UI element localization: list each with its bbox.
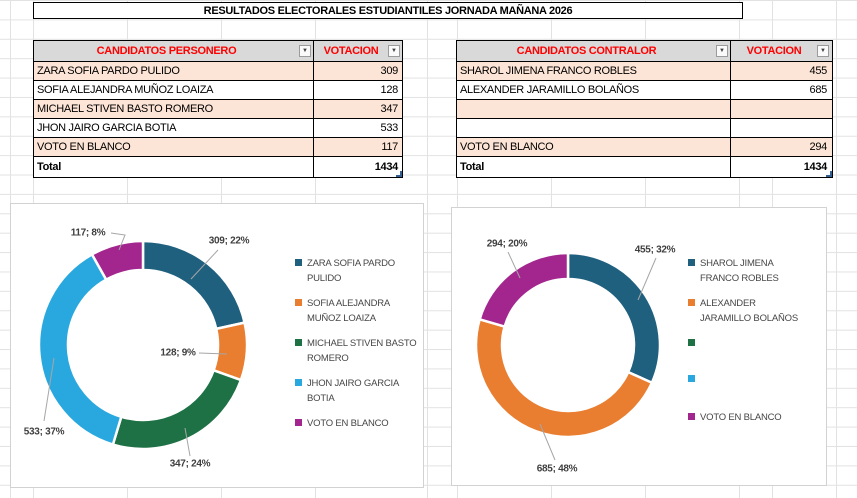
legend-label: SHAROL JIMENA FRANCO ROBLES <box>700 258 779 284</box>
legend-item: SHAROL JIMENA FRANCO ROBLES <box>688 256 802 286</box>
filter-dropdown-icon[interactable]: ▼ <box>299 45 311 57</box>
data-label: 128; 9% <box>160 347 196 359</box>
votes-cell[interactable]: 128 <box>380 84 399 96</box>
table-row: VOTO EN BLANCO 117 <box>34 138 402 157</box>
chart-contralor-box[interactable]: 455; 32% 685; 48% 294; 20% SHAROL JIMENA… <box>451 207 827 486</box>
legend-swatch <box>295 379 302 386</box>
candidate-name-cell[interactable] <box>457 119 731 137</box>
legend-label <box>700 372 802 382</box>
legend-label: MICHAEL STIVEN BASTO ROMERO <box>307 338 417 364</box>
legend-item: SOFIA ALEJANDRA MUÑOZ LOAIZA <box>295 296 419 326</box>
legend-item: VOTO EN BLANCO <box>295 416 419 431</box>
votes-header-cell[interactable]: VOTACION ▼ <box>731 41 831 61</box>
votes-cell[interactable] <box>731 100 831 118</box>
candidate-name-cell[interactable]: ALEXANDER JARAMILLO BOLAÑOS <box>457 81 731 99</box>
table-row: VOTO EN BLANCO 294 <box>457 138 832 157</box>
table-row <box>457 119 832 138</box>
total-label-cell[interactable]: Total <box>34 157 314 177</box>
legend-swatch <box>295 299 302 306</box>
legend-label: SOFIA ALEJANDRA MUÑOZ LOAIZA <box>307 298 390 324</box>
filter-dropdown-icon[interactable]: ▼ <box>716 45 728 57</box>
votes-cell[interactable]: 455 <box>809 65 828 77</box>
filter-dropdown-icon[interactable]: ▼ <box>388 45 400 57</box>
legend-item <box>688 336 802 346</box>
candidate-name-cell[interactable]: SOFIA ALEJANDRA MUÑOZ LOAIZA <box>34 81 314 99</box>
legend-swatch <box>688 259 695 266</box>
personero-donut-chart <box>37 232 249 457</box>
candidate-name-cell[interactable]: JHON JAIRO GARCIA BOTIA <box>34 119 314 137</box>
legend-item: ALEXANDER JARAMILLO BOLAÑOS <box>688 296 802 326</box>
legend-swatch <box>688 339 695 346</box>
votes-header-cell[interactable]: VOTACION ▼ <box>314 41 402 61</box>
table-row: ZARA SOFIA PARDO PULIDO 309 <box>34 62 402 81</box>
candidate-name-cell[interactable]: MICHAEL STIVEN BASTO ROMERO <box>34 100 314 118</box>
legend-swatch <box>295 339 302 346</box>
data-label: 294; 20% <box>486 238 528 250</box>
contralor-donut-chart <box>474 251 662 461</box>
table-row: JHON JAIRO GARCIA BOTIA 533 <box>34 119 402 138</box>
table-resize-handle[interactable] <box>396 171 402 177</box>
candidate-name-cell[interactable]: VOTO EN BLANCO <box>34 138 314 156</box>
data-label: 117; 8% <box>70 227 106 239</box>
legend-label <box>700 336 802 346</box>
legend-label: ALEXANDER JARAMILLO BOLAÑOS <box>700 298 798 324</box>
data-label: 685; 48% <box>536 463 578 475</box>
candidates-header-cell[interactable]: CANDIDATOS PERSONERO ▼ <box>34 41 314 61</box>
total-row: Total 1434 <box>457 157 832 177</box>
candidates-header-label: CANDIDATOS PERSONERO <box>96 45 237 57</box>
candidates-header-label: CANDIDATOS CONTRALOR <box>516 45 657 57</box>
votes-cell[interactable]: 347 <box>380 103 399 115</box>
legend-swatch <box>295 259 302 266</box>
table-contralor: CANDIDATOS CONTRALOR ▼ VOTACION ▼ SHAROL… <box>456 40 833 178</box>
legend-swatch <box>295 419 302 426</box>
table-row: MICHAEL STIVEN BASTO ROMERO 347 <box>34 100 402 119</box>
legend-label: VOTO EN BLANCO <box>700 412 782 423</box>
votes-cell[interactable]: 309 <box>380 65 399 77</box>
total-label-cell[interactable]: Total <box>457 157 731 177</box>
votes-header-label: VOTACION <box>323 45 379 57</box>
legend-item: MICHAEL STIVEN BASTO ROMERO <box>295 336 419 366</box>
legend-swatch <box>688 299 695 306</box>
title-cell[interactable]: RESULTADOS ELECTORALES ESTUDIANTILES JOR… <box>33 2 743 19</box>
candidate-name-cell[interactable]: VOTO EN BLANCO <box>457 138 731 156</box>
candidate-name-cell[interactable]: SHAROL JIMENA FRANCO ROBLES <box>457 62 731 80</box>
data-label: 347; 24% <box>169 458 211 470</box>
table-personero: CANDIDATOS PERSONERO ▼ VOTACION ▼ ZARA S… <box>33 40 403 178</box>
candidate-name-cell[interactable] <box>457 100 731 118</box>
votes-cell[interactable]: 685 <box>809 84 828 96</box>
legend-item: ZARA SOFIA PARDO PULIDO <box>295 256 419 286</box>
legend-swatch <box>688 375 695 382</box>
total-value-cell[interactable]: 1434 <box>374 161 399 173</box>
votes-cell[interactable]: 533 <box>380 122 399 134</box>
legend-swatch <box>688 413 695 420</box>
page-title: RESULTADOS ELECTORALES ESTUDIANTILES JOR… <box>203 4 573 17</box>
table-row: SHAROL JIMENA FRANCO ROBLES 455 <box>457 62 832 81</box>
candidates-header-cell[interactable]: CANDIDATOS CONTRALOR ▼ <box>457 41 731 61</box>
table-row: ALEXANDER JARAMILLO BOLAÑOS 685 <box>457 81 832 100</box>
total-row: Total 1434 <box>34 157 402 177</box>
table-row: SOFIA ALEJANDRA MUÑOZ LOAIZA 128 <box>34 81 402 100</box>
votes-header-label: VOTACION <box>746 45 802 57</box>
total-value-cell[interactable]: 1434 <box>803 161 828 173</box>
data-label: 455; 32% <box>634 244 676 256</box>
data-label: 533; 37% <box>23 426 65 438</box>
table-contralor-header-row: CANDIDATOS CONTRALOR ▼ VOTACION ▼ <box>457 41 832 62</box>
legend-label: VOTO EN BLANCO <box>307 418 389 429</box>
data-label: 309; 22% <box>208 235 250 247</box>
legend-item: JHON JAIRO GARCIA BOTIA <box>295 376 419 406</box>
candidate-name-cell[interactable]: ZARA SOFIA PARDO PULIDO <box>34 62 314 80</box>
table-resize-handle[interactable] <box>826 171 832 177</box>
legend-label: JHON JAIRO GARCIA BOTIA <box>307 378 399 404</box>
chart-personero-box[interactable]: 309; 22% 128; 9% 347; 24% 533; 37% 117; … <box>10 203 424 488</box>
table-personero-header-row: CANDIDATOS PERSONERO ▼ VOTACION ▼ <box>34 41 402 62</box>
table-row <box>457 100 832 119</box>
legend-item <box>688 372 802 382</box>
votes-cell[interactable]: 117 <box>381 141 398 153</box>
votes-cell[interactable] <box>731 119 831 137</box>
legend-item: VOTO EN BLANCO <box>688 410 802 425</box>
legend-label: ZARA SOFIA PARDO PULIDO <box>307 258 395 284</box>
filter-dropdown-icon[interactable]: ▼ <box>817 45 829 57</box>
votes-cell[interactable]: 294 <box>809 141 828 153</box>
